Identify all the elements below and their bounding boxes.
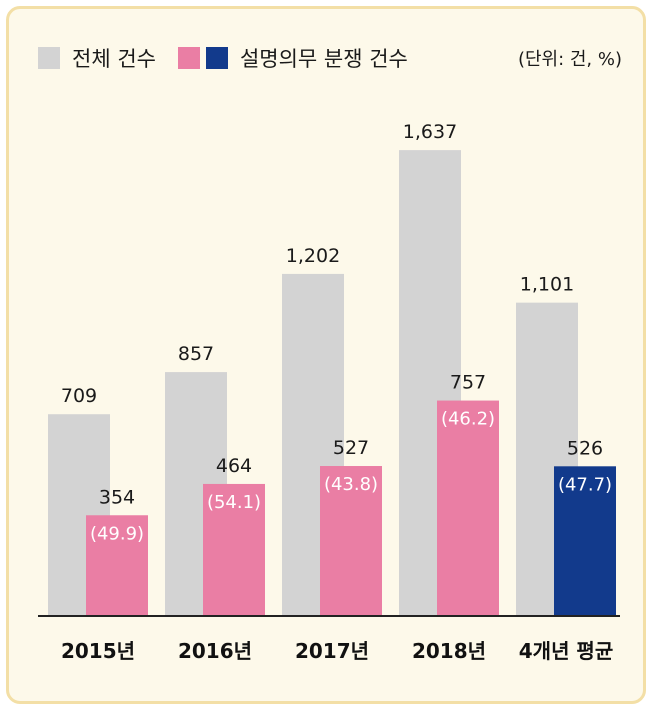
unit-label: (단위: 건, %) (517, 49, 622, 70)
value-label-dispute: 464 (216, 455, 252, 477)
value-label-dispute: 757 (450, 372, 486, 394)
category-label: 4개년 평균 (519, 639, 613, 663)
percent-label: (49.9) (90, 523, 144, 544)
legend-swatch-average (205, 47, 228, 69)
legend-swatch-total (38, 47, 60, 69)
legend-label-dispute: 설명의무 분쟁 건수 (239, 47, 408, 71)
category-label: 2015년 (61, 639, 135, 663)
bar-dispute (86, 515, 148, 616)
bar-dispute (437, 400, 499, 616)
legend: 전체 건수 설명의무 분쟁 건수 (38, 43, 430, 73)
bar-dispute (203, 483, 265, 616)
legend-swatch-dispute (177, 47, 200, 69)
category-label: 2018년 (412, 639, 486, 663)
percent-label: (47.7) (558, 474, 612, 495)
category-label: 2017년 (295, 639, 369, 663)
value-label-total: 1,202 (286, 245, 340, 267)
value-label-total: 709 (61, 385, 97, 407)
percent-label: (43.8) (324, 474, 378, 495)
value-label-dispute: 527 (333, 437, 369, 459)
value-label-total: 857 (178, 343, 214, 365)
bar-dispute (320, 466, 382, 616)
category-label: 2016년 (178, 639, 252, 663)
value-label-total: 1,101 (520, 274, 574, 296)
legend-label-total: 전체 건수 (72, 47, 156, 71)
bar-average (554, 466, 616, 616)
percent-label: (46.2) (441, 409, 495, 430)
value-label-dispute: 354 (99, 486, 135, 508)
percent-label: (54.1) (207, 492, 261, 513)
value-label-total: 1,637 (403, 121, 457, 143)
value-label-dispute: 526 (567, 437, 603, 459)
